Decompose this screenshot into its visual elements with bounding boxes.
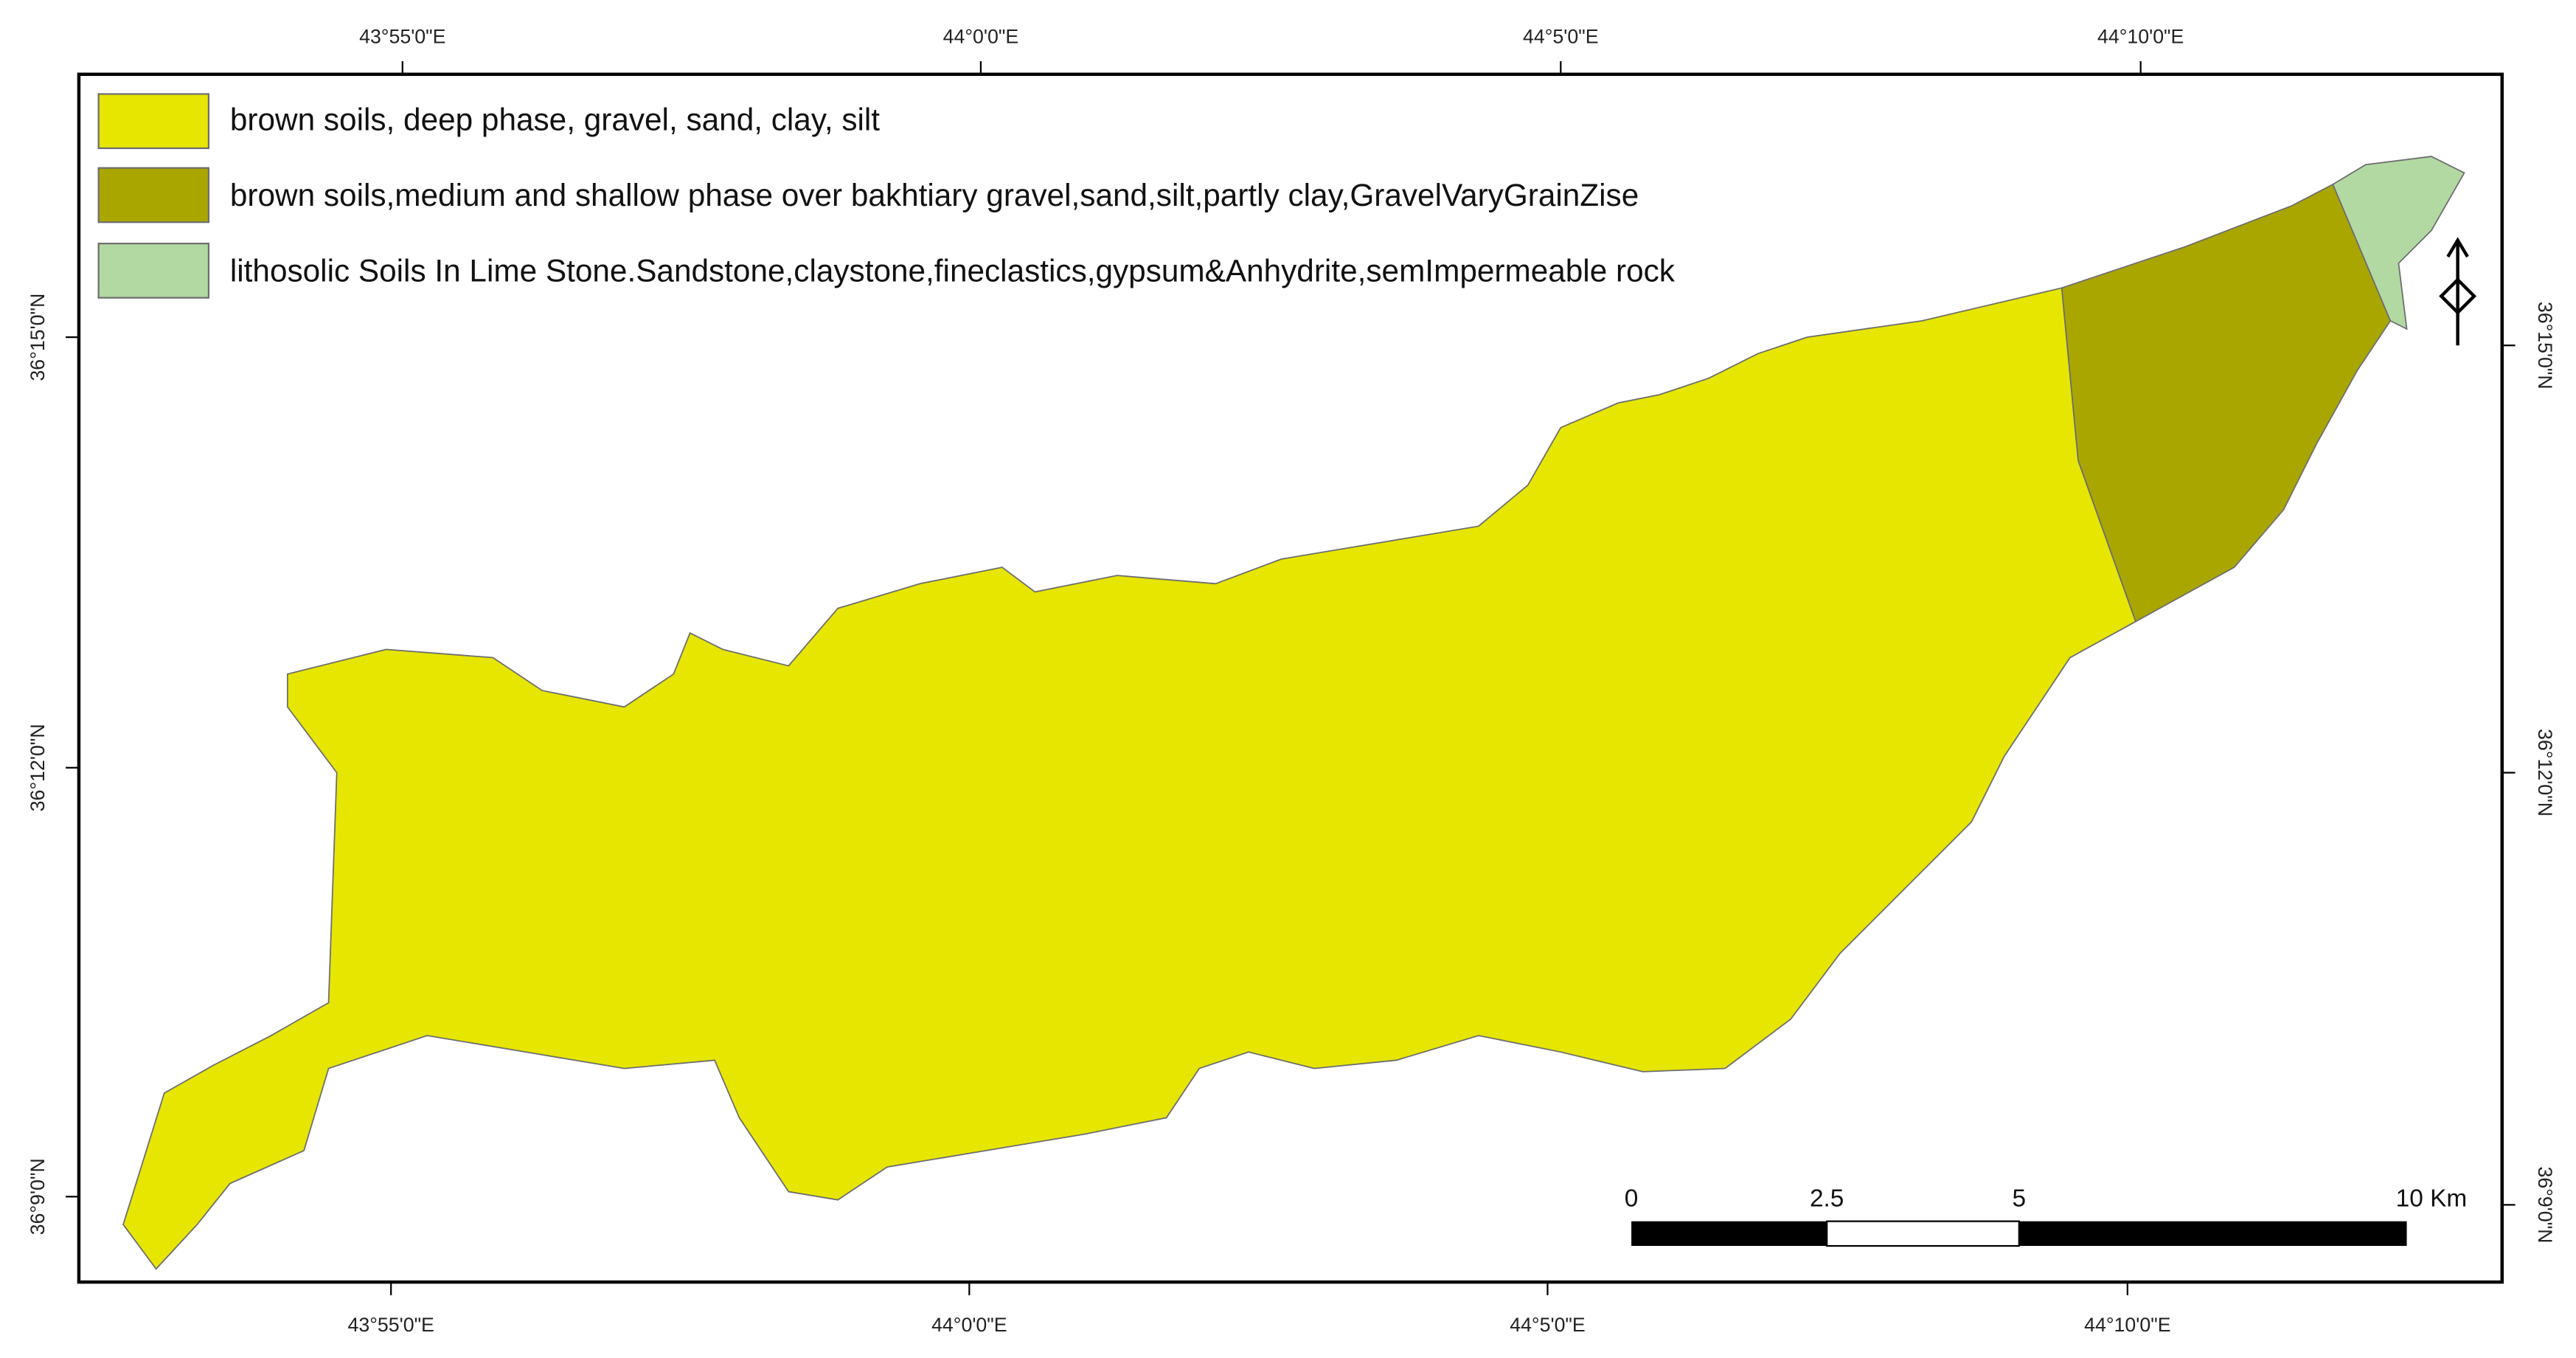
left-coord-label: 36°12'0"N bbox=[27, 724, 49, 811]
left-coord-label: 36°9'0"N bbox=[27, 1158, 49, 1235]
legend-label: brown soils,medium and shallow phase ove… bbox=[230, 178, 1639, 212]
top-coord-label: 44°5'0"E bbox=[1523, 25, 1599, 47]
coordinate-labels: 43°55'0"E 44°0'0"E 44°5'0"E 44°10'0"E 43°55'… bbox=[27, 25, 2556, 1335]
legend-label: lithosolic Soils In Lime Stone.Sandstone… bbox=[230, 253, 1676, 288]
right-coord-label: 36°15'0"N bbox=[2534, 302, 2556, 389]
right-coord-label: 36°12'0"N bbox=[2534, 729, 2556, 817]
map-frame bbox=[77, 72, 2504, 1284]
right-coord-label: 36°9'0"N bbox=[2534, 1166, 2556, 1243]
legend-swatch bbox=[97, 167, 210, 224]
scale-label: 10 Km bbox=[2396, 1185, 2468, 1213]
soil-lithosolic bbox=[2332, 156, 2465, 330]
scale-label: 2.5 bbox=[1810, 1185, 1844, 1213]
top-coord-label: 44°10'0"E bbox=[2097, 25, 2184, 47]
soil-brown-medium bbox=[2061, 183, 2392, 623]
legend-swatch bbox=[97, 93, 210, 150]
legend-swatch bbox=[97, 243, 210, 299]
scale-bar: 0 2.5 5 10 Km bbox=[1625, 1185, 2468, 1247]
bottom-coord-label: 44°10'0"E bbox=[2084, 1314, 2170, 1336]
scale-label: 5 bbox=[2013, 1185, 2027, 1213]
scale-segment bbox=[1631, 1221, 1827, 1247]
bottom-coord-label: 44°5'0"E bbox=[1510, 1314, 1586, 1336]
legend: brown soils, deep phase, gravel, sand, c… bbox=[97, 93, 1676, 299]
legend-label: brown soils, deep phase, gravel, sand, c… bbox=[230, 102, 880, 136]
scale-segment bbox=[1826, 1220, 2020, 1247]
top-coord-label: 43°55'0"E bbox=[359, 25, 445, 47]
bottom-coord-label: 43°55'0"E bbox=[347, 1314, 434, 1336]
scale-label: 0 bbox=[1625, 1185, 1639, 1213]
left-coord-label: 36°15'0"N bbox=[27, 294, 49, 381]
bottom-coord-label: 44°0'0"E bbox=[931, 1314, 1007, 1336]
north-arrow bbox=[2439, 237, 2477, 346]
top-coord-label: 44°0'0"E bbox=[943, 25, 1019, 47]
scale-segment bbox=[2018, 1221, 2407, 1247]
